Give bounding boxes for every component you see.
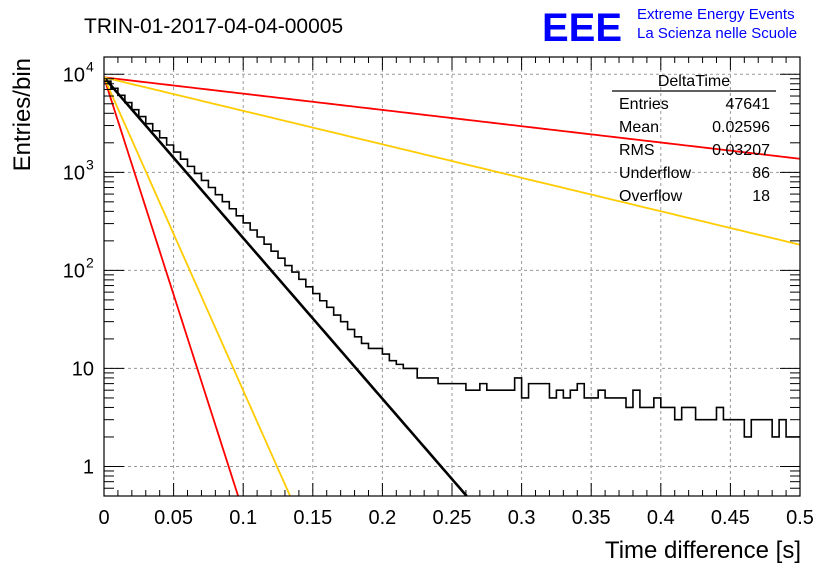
x-tick-label-3: 0.15 <box>293 507 332 529</box>
y-tick-exponent-2: 2 <box>86 254 94 270</box>
y-tick-exponent-3: 3 <box>86 156 94 172</box>
x-tick-label-6: 0.3 <box>508 507 536 529</box>
y-tick-label-3: 10 <box>63 162 85 184</box>
stats-value-underflow: 86 <box>752 165 770 182</box>
x-tick-label-10: 0.5 <box>786 507 814 529</box>
logo: EEE Extreme Energy Events La Scienza nel… <box>542 6 797 50</box>
stats-label-rms: RMS <box>619 142 655 159</box>
stats-box: DeltaTime Entries 47641 Mean 0.02596 RMS… <box>612 73 776 205</box>
grid <box>104 57 800 496</box>
fit-curve-4 <box>104 76 800 246</box>
y-tick-label-0: 1 <box>83 456 94 478</box>
stats-value-entries: 47641 <box>726 96 771 113</box>
logo-line-2: La Scienza nelle Scuole <box>637 25 797 42</box>
fit-curves <box>104 76 800 496</box>
logo-line-1: Extreme Energy Events <box>637 6 795 23</box>
y-tick-label-2: 10 <box>63 260 85 282</box>
stats-title: DeltaTime <box>658 73 730 90</box>
axis-ticks <box>103 57 801 497</box>
x-tick-label-8: 0.4 <box>647 507 675 529</box>
x-tick-label-9: 0.45 <box>711 507 750 529</box>
stats-value-rms: 0.03207 <box>712 142 770 159</box>
fit-curve-3 <box>104 76 800 160</box>
y-axis-title: Entries/bin <box>9 58 36 171</box>
stats-label-overflow: Overflow <box>619 188 683 205</box>
chart-title: TRIN-01-2017-04-04-00005 <box>84 15 343 38</box>
y-tick-exponent-4: 4 <box>86 58 94 74</box>
stats-label-underflow: Underflow <box>619 165 691 182</box>
stats-label-entries: Entries <box>619 96 669 113</box>
y-tick-label-1: 10 <box>72 358 94 380</box>
stats-value-overflow: 18 <box>752 188 770 205</box>
x-axis-title: Time difference [s] <box>605 537 801 564</box>
logo-eee: EEE <box>542 6 622 50</box>
x-tick-labels: 0 0.05 0.1 0.15 0.2 0.25 0.3 0.35 0.4 0.45 0.5 <box>98 507 813 529</box>
fit-curve-2 <box>104 76 291 496</box>
y-tick-label-4: 10 <box>63 64 85 86</box>
x-tick-label-1: 0.05 <box>154 507 193 529</box>
x-tick-label-7: 0.35 <box>572 507 611 529</box>
x-tick-label-2: 0.1 <box>229 507 257 529</box>
x-tick-label-4: 0.2 <box>368 507 396 529</box>
fit-curve-1 <box>104 77 239 496</box>
histogram-deltatime <box>104 80 800 438</box>
stats-value-mean: 0.02596 <box>712 119 770 136</box>
x-tick-label-5: 0.25 <box>433 507 472 529</box>
fit-curve-0 <box>104 76 468 496</box>
x-tick-label-0: 0 <box>98 507 109 529</box>
stats-label-mean: Mean <box>619 119 659 136</box>
